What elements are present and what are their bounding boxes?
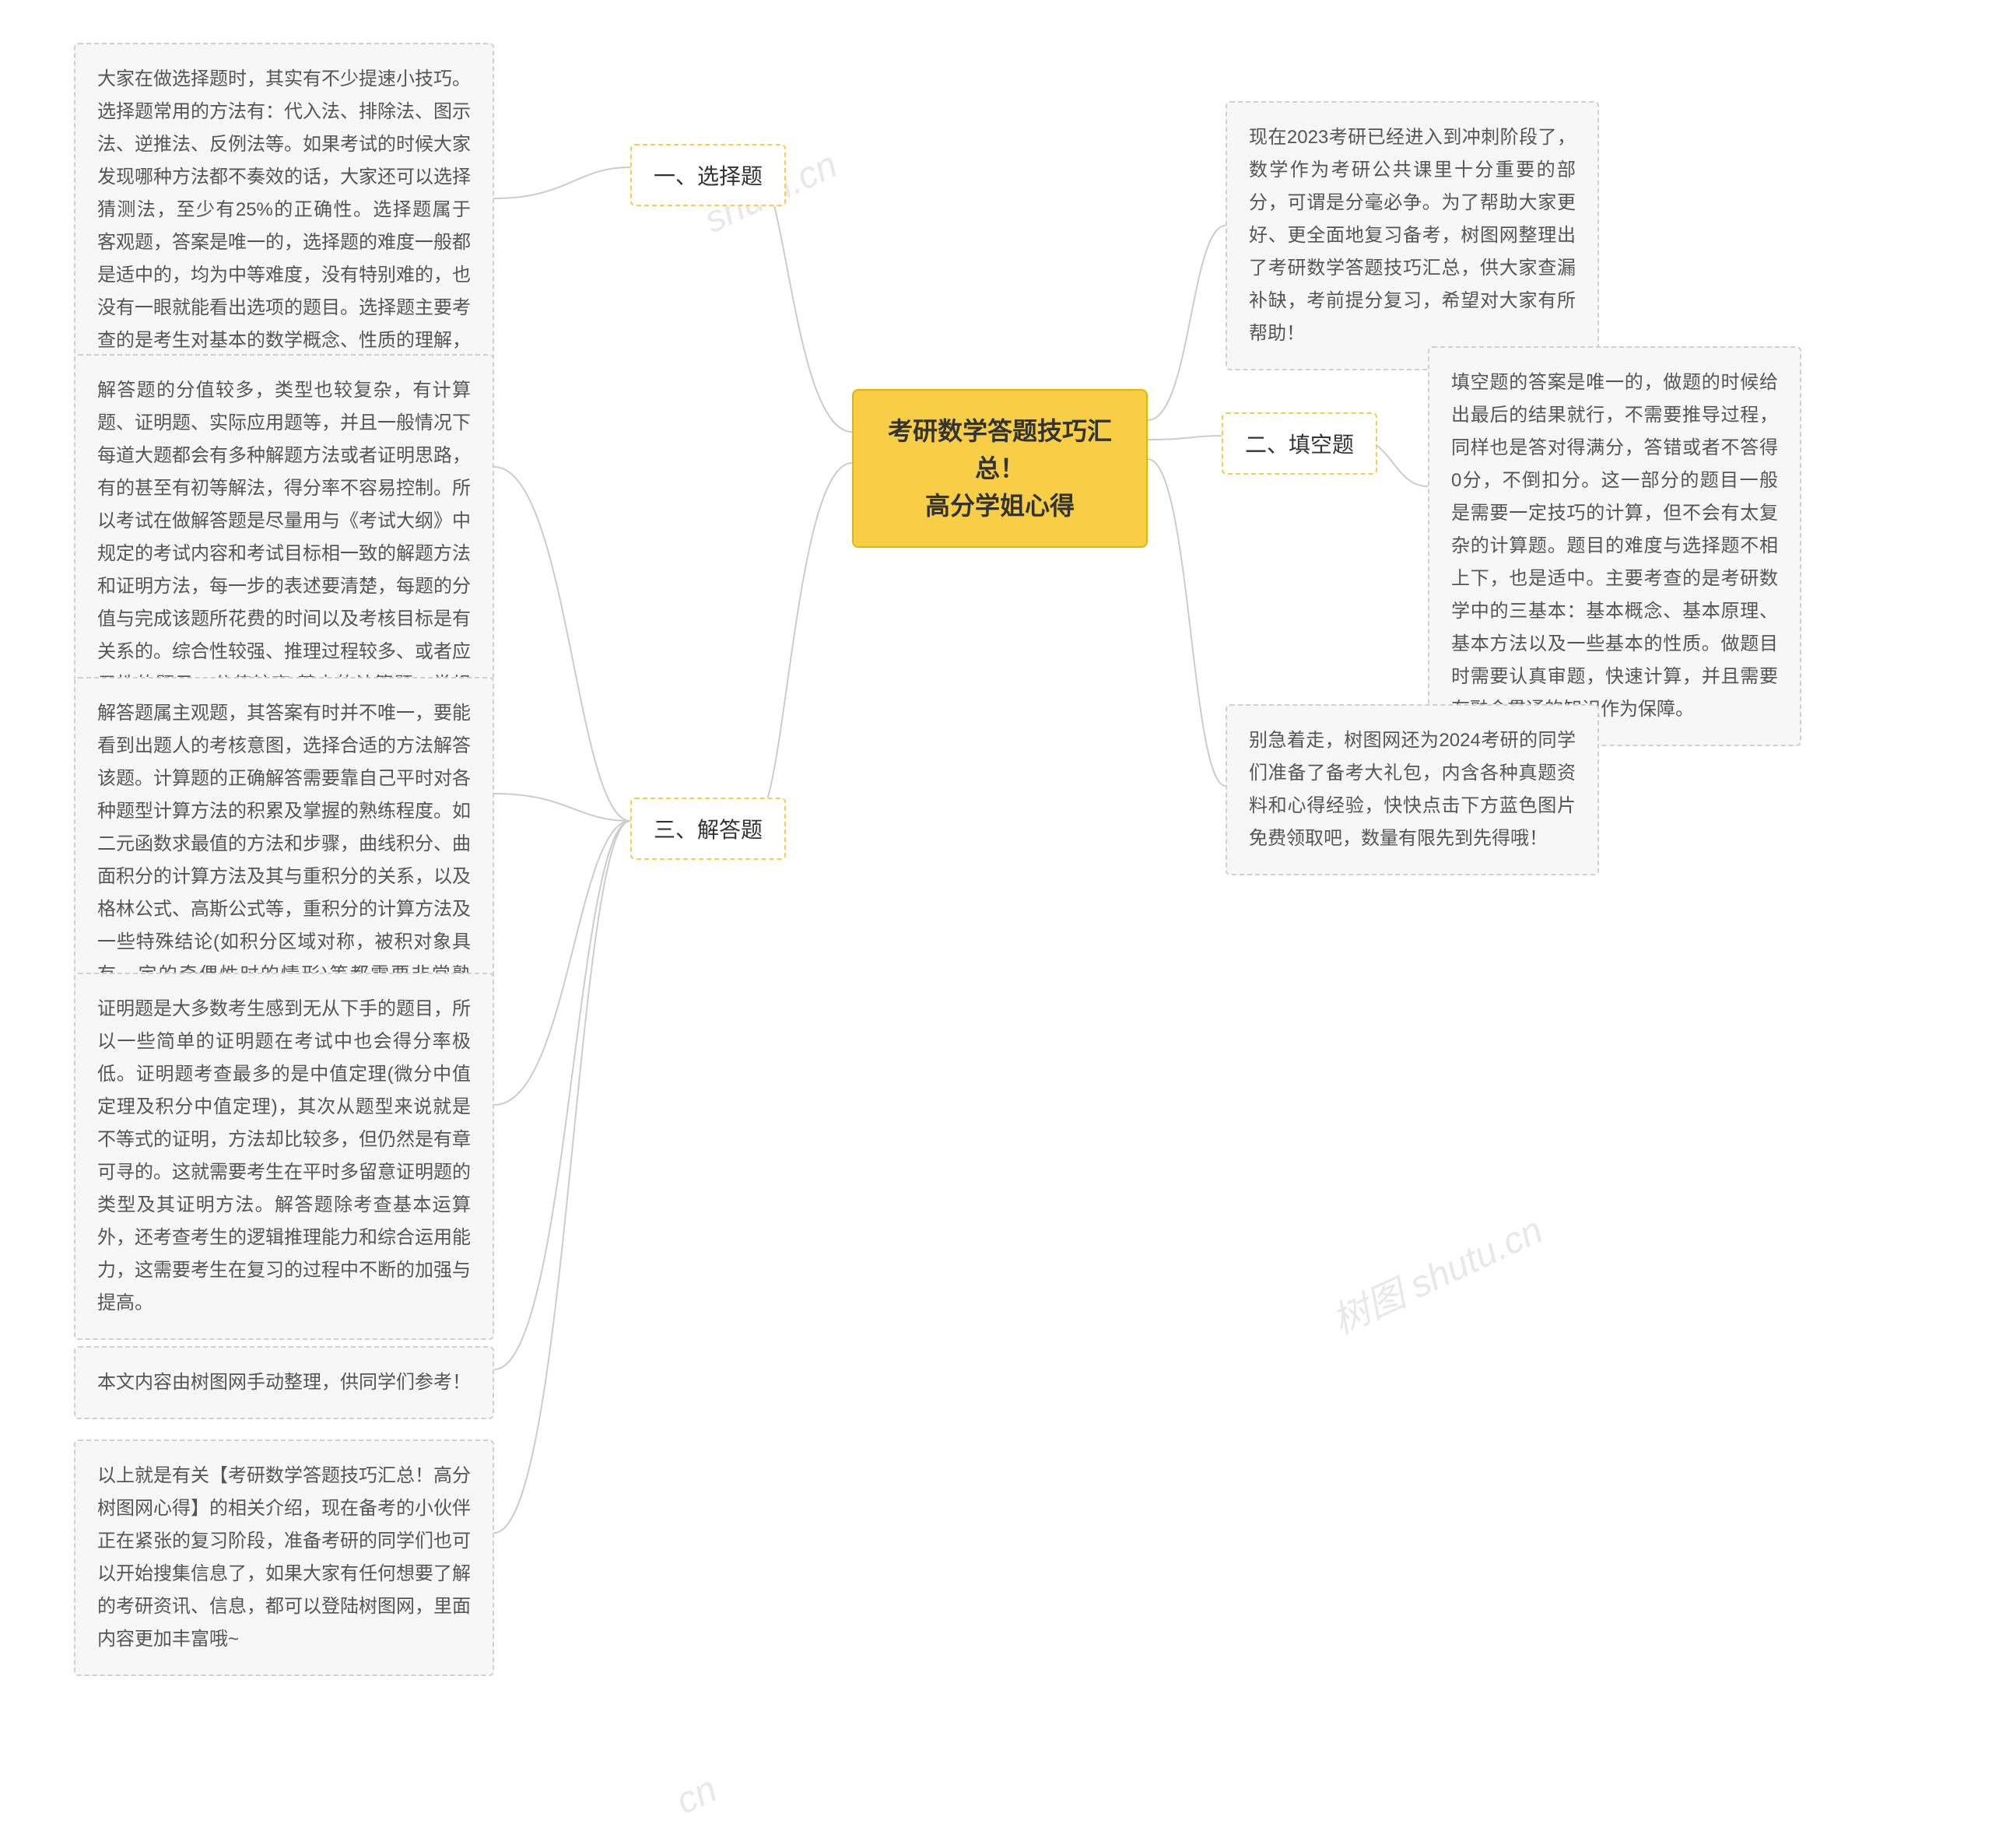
section-3-item-4: 以上就是有关【考研数学答题技巧汇总！高分树图网心得】的相关介绍，现在备考的小伙伴… (74, 1439, 494, 1676)
section-2: 二、填空题 (1222, 412, 1377, 475)
outro-box: 别急着走，树图网还为2024考研的同学们准备了备考大礼包，内含各种真题资料和心得… (1226, 704, 1599, 875)
section-3-item-3: 本文内容由树图网手动整理，供同学们参考！ (74, 1346, 494, 1419)
center-title-line1: 考研数学答题技巧汇总！ (888, 417, 1112, 482)
section-3: 三、解答题 (630, 798, 786, 860)
section-1: 一、选择题 (630, 144, 786, 206)
center-title-line2: 高分学姐心得 (925, 492, 1075, 520)
section-3-item-2: 证明题是大多数考生感到无从下手的题目，所以一些简单的证明题在考试中也会得分率极低… (74, 973, 494, 1340)
watermark: 树图 shutu.cn (1322, 1200, 1550, 1345)
center-node: 考研数学答题技巧汇总！ 高分学姐心得 (852, 389, 1148, 548)
section-2-item: 填空题的答案是唯一的，做题的时候给出最后的结果就行，不需要推导过程，同样也是答对… (1428, 346, 1801, 746)
intro-box: 现在2023考研已经进入到冲刺阶段了，数学作为考研公共课里十分重要的部分，可谓是… (1226, 101, 1599, 370)
watermark: cn (670, 1768, 724, 1823)
